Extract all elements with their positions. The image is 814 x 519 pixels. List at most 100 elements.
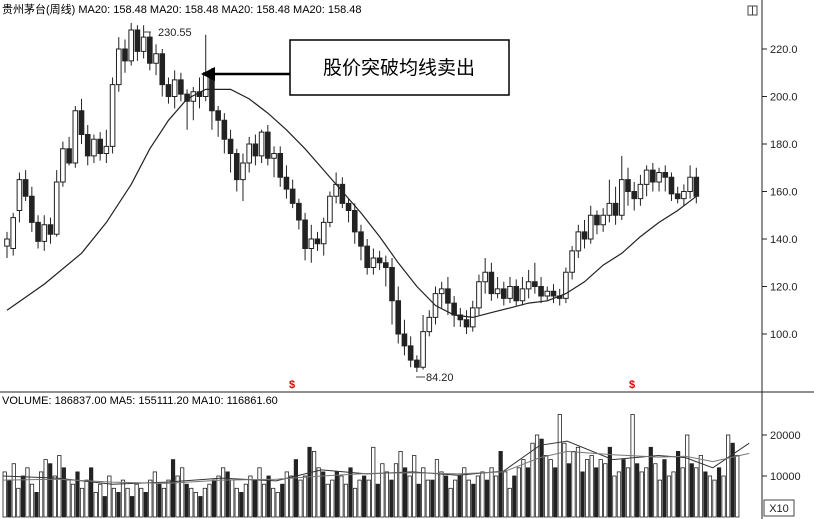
candle-body — [122, 48, 128, 62]
candle-body — [389, 267, 395, 302]
volume-bar — [120, 479, 126, 518]
candle-body — [681, 191, 687, 200]
candle-body — [84, 134, 91, 157]
volume-bar — [726, 434, 731, 518]
candle-body — [215, 110, 221, 121]
volume-bar — [70, 483, 76, 518]
candle-body — [587, 214, 594, 240]
candle-body — [134, 29, 141, 52]
volume-bar — [362, 475, 367, 518]
volume-bar — [676, 450, 681, 518]
candle-body — [271, 153, 277, 159]
volume-bar — [61, 467, 66, 518]
volume-bar — [685, 434, 690, 518]
candle-body — [60, 148, 66, 183]
price-tick-label: 220.0 — [770, 44, 798, 56]
candle-body — [358, 231, 364, 247]
candle-body — [581, 231, 588, 240]
volume-bar — [311, 450, 317, 518]
candle-body — [618, 179, 625, 216]
volume-bar — [707, 475, 713, 518]
volume-bar — [239, 491, 244, 518]
volume-ma10-line — [2, 450, 750, 484]
volume-panel: 10000 20000 VOLUME: 186837.00 MA5: 155111… — [2, 395, 801, 518]
volume-bar — [148, 479, 153, 518]
volume-bar — [703, 471, 708, 518]
volume-bar — [648, 446, 653, 518]
volume-bar — [193, 491, 198, 518]
candle-body — [265, 131, 271, 159]
candle-body — [383, 262, 389, 268]
candle-body — [662, 172, 669, 178]
candle-body — [115, 48, 122, 86]
volume-bar — [139, 487, 144, 518]
volume-bar — [20, 475, 26, 518]
volume-bar — [102, 496, 107, 518]
volume-bar — [575, 446, 581, 518]
volume-bar — [248, 475, 253, 518]
volume-bar — [216, 475, 221, 518]
volume-bar — [462, 467, 467, 518]
candle-body — [463, 319, 470, 328]
candle-body — [296, 202, 302, 221]
candle-body — [525, 281, 532, 290]
candle-body — [376, 257, 383, 264]
volume-bar — [161, 487, 167, 518]
candles — [4, 22, 700, 372]
volume-bar — [598, 459, 603, 518]
volume-bar — [621, 459, 626, 518]
volume-bar — [393, 463, 399, 518]
candle-body — [625, 179, 631, 192]
candle-body — [289, 188, 296, 204]
candle-body — [351, 210, 358, 233]
volume-bar — [175, 475, 180, 518]
annotation-callout: 股价突破均线卖出 — [201, 39, 510, 96]
volume-bar — [566, 463, 572, 518]
volume-bar — [271, 487, 276, 518]
volume-bar — [107, 475, 112, 518]
trough-label: 84.20 — [416, 372, 454, 384]
candle-body — [687, 176, 693, 192]
volume-bar — [521, 459, 526, 518]
volume-bar — [412, 455, 417, 518]
candle-body — [544, 290, 551, 297]
candle-body — [178, 79, 184, 95]
volume-bar — [434, 459, 440, 518]
volume-bar — [430, 479, 435, 518]
candle-body — [91, 138, 97, 157]
volume-bar — [689, 463, 694, 518]
volume-bar — [339, 475, 344, 518]
volume-bar — [189, 487, 194, 518]
volume-unit-box — [763, 499, 795, 517]
volume-bar — [625, 467, 631, 518]
candle-body — [29, 195, 35, 223]
volume-bar — [503, 471, 508, 518]
candle-body — [451, 302, 457, 316]
volume-bar — [594, 467, 599, 518]
volume-bar — [75, 471, 80, 518]
volume-bar — [639, 471, 644, 518]
volume-bar — [211, 479, 217, 518]
volume-bar — [230, 479, 235, 518]
volume-bar — [220, 467, 226, 518]
volume-bar — [371, 446, 376, 518]
volume-bar — [694, 467, 699, 518]
volume-bar — [589, 455, 594, 518]
volume-bar — [111, 487, 116, 518]
volume-unit: X10 — [769, 503, 789, 515]
candle-body — [550, 290, 557, 297]
candle-body — [612, 202, 619, 216]
volume-bar — [79, 487, 85, 518]
volume-bar — [134, 483, 139, 518]
candle-body — [507, 286, 513, 299]
volume-bar — [116, 491, 121, 518]
volume-bar — [607, 446, 612, 518]
volume-bar — [225, 471, 230, 518]
candle-body — [22, 179, 29, 197]
candle-body — [656, 172, 662, 183]
candle-body — [78, 110, 85, 135]
volume-bar — [234, 487, 239, 518]
volume-bar — [275, 491, 280, 518]
